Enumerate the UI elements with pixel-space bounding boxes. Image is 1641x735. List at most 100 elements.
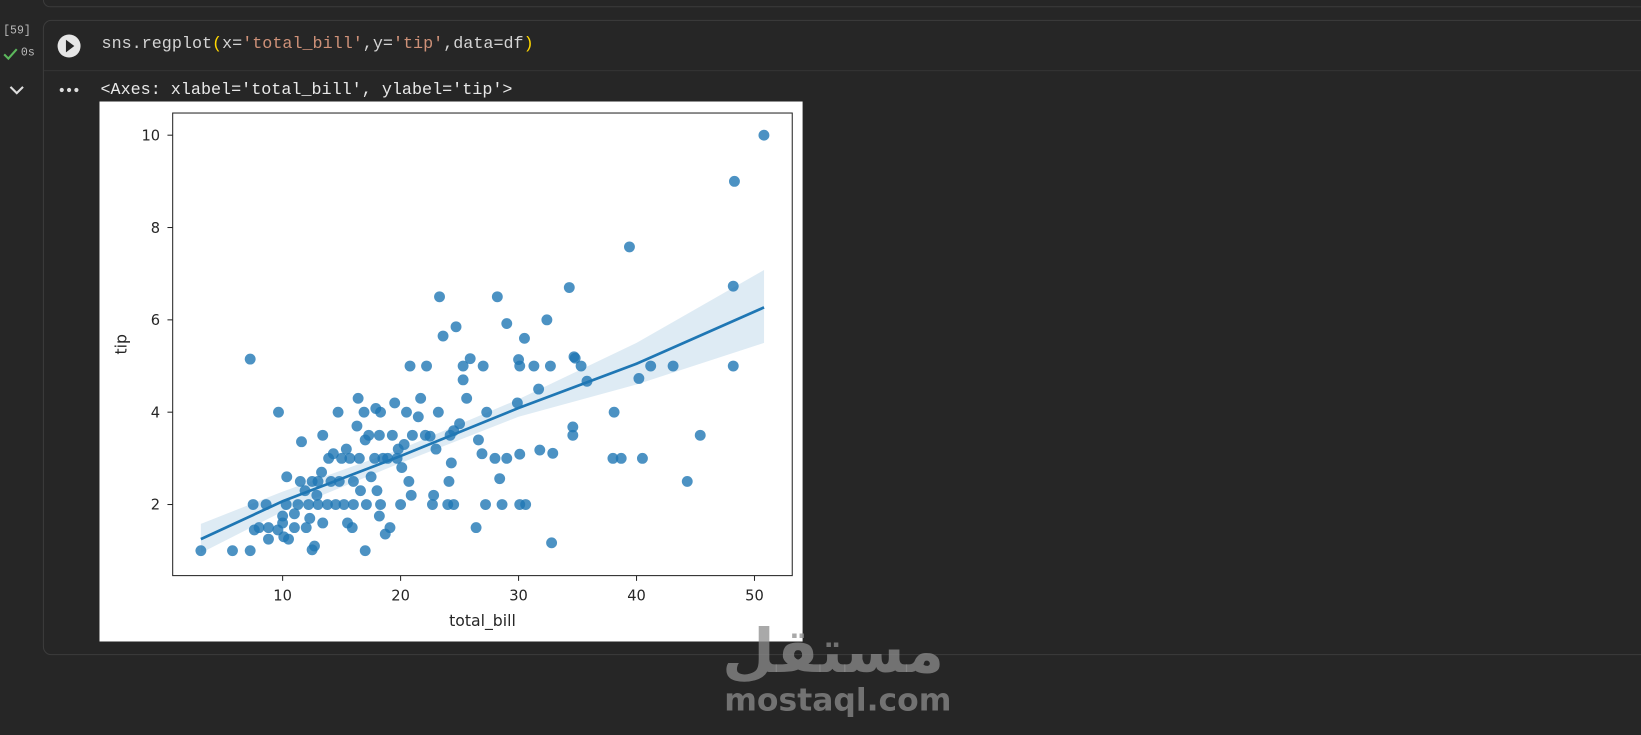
scatter-point: [300, 522, 312, 534]
code-token: x=: [222, 34, 243, 54]
scatter-point: [728, 175, 740, 187]
scatter-point: [758, 129, 770, 141]
x-tick-label: 20: [391, 588, 410, 605]
scatter-point: [398, 439, 410, 450]
scatter-point: [615, 452, 627, 464]
scatter-point: [195, 545, 207, 557]
scatter-point: [480, 499, 491, 510]
scatter-point: [395, 499, 407, 510]
scatter-point: [432, 406, 444, 418]
scatter-point: [336, 452, 348, 464]
scatter-point: [489, 452, 501, 464]
code-token: 'total_bill': [242, 34, 363, 54]
scatter-point: [636, 452, 648, 464]
scatter-point: [281, 471, 293, 483]
run-button[interactable]: [55, 32, 82, 59]
scatter-point: [544, 360, 556, 372]
scatter-point: [454, 418, 466, 430]
code-token: (: [212, 34, 223, 54]
scatter-point: [332, 406, 344, 418]
scatter-point: [424, 430, 436, 442]
scatter-point: [567, 429, 579, 441]
scatter-point: [534, 444, 546, 456]
regression-line: [200, 306, 765, 541]
scatter-point: [443, 475, 455, 487]
scatter-point: [547, 447, 559, 459]
output-separator: [43, 70, 1641, 72]
scatter-point: [277, 517, 289, 529]
collapse-chevron[interactable]: [7, 84, 26, 97]
scatter-point: [412, 411, 424, 423]
scatter-point: [373, 429, 385, 441]
scatter-point: [501, 452, 513, 464]
scatter-point: [227, 545, 238, 557]
scatter-point: [496, 499, 508, 510]
scatter-point: [428, 489, 440, 501]
code-cell: [42, 19, 1641, 656]
scatter-point: [288, 508, 300, 520]
scatter-point: [317, 517, 329, 529]
scatter-point: [306, 544, 318, 556]
scatter-point: [373, 510, 385, 522]
scatter-point: [437, 330, 449, 342]
code-line: sns.regplot(x='total_bill',y='tip',data=…: [102, 35, 534, 54]
code-token: 'tip': [392, 34, 444, 54]
scatter-point: [283, 533, 294, 545]
scatter-point: [384, 522, 396, 534]
scatter-point: [355, 485, 366, 497]
scatter-point: [546, 537, 558, 549]
scatter-point: [501, 318, 513, 329]
scatter-point: [404, 360, 416, 372]
code-token: ,y=: [362, 34, 393, 54]
scatter-point: [352, 392, 364, 404]
y-tick-label: 6: [151, 312, 160, 329]
scatter-point: [244, 353, 256, 365]
x-tick-label: 50: [745, 588, 764, 605]
scatter-point: [445, 457, 457, 469]
scatter-point: [494, 473, 506, 485]
previous-cell: [42, 0, 1641, 8]
x-tick-label: 10: [273, 588, 292, 605]
scatter-point: [473, 434, 484, 446]
scatter-point: [247, 499, 259, 510]
scatter-point: [344, 452, 356, 464]
y-tick-label: 10: [141, 127, 160, 144]
scatter-point: [263, 533, 274, 545]
scatter-point: [645, 360, 657, 372]
scatter-point: [263, 522, 274, 534]
watermark-arabic: مستقل: [722, 615, 945, 687]
code-token: ): [523, 34, 534, 54]
scatter-point: [694, 429, 706, 441]
x-axis-label: total_bill: [449, 611, 516, 631]
scatter-point: [667, 360, 679, 372]
scatter-point: [470, 522, 482, 534]
scatter-point: [727, 360, 739, 372]
scatter-point: [406, 429, 418, 441]
scatter-point: [511, 397, 523, 409]
axes-frame: [172, 112, 793, 577]
scatter-point: [624, 241, 635, 253]
scatter-point: [327, 448, 339, 460]
scatter-point: [430, 443, 442, 455]
scatter-point: [303, 499, 315, 510]
scatter-point: [288, 522, 300, 534]
scatter-point: [528, 360, 540, 372]
scatter-point: [386, 429, 398, 441]
scatter-point: [563, 282, 575, 293]
scatter-point: [491, 291, 503, 303]
scatter-point: [457, 360, 469, 372]
scatter-point: [405, 489, 417, 501]
code-token: sns.regplot: [101, 34, 213, 54]
scatter-point: [340, 443, 352, 455]
y-tick-label: 4: [151, 404, 160, 421]
scatter-point: [401, 406, 412, 418]
scatter-point: [330, 499, 342, 510]
scatter-point: [317, 429, 329, 441]
scatter-point: [514, 448, 526, 460]
output-menu[interactable]: [59, 85, 82, 95]
figure: 10 20 30 40 50 2 4 6 8 10 total_bill tip: [99, 101, 803, 642]
scatter-point: [520, 499, 532, 510]
output-text: <Axes: xlabel='total_bill', ylabel='tip'…: [100, 80, 513, 100]
scatter-point: [434, 291, 445, 303]
scatter-point: [296, 436, 307, 448]
